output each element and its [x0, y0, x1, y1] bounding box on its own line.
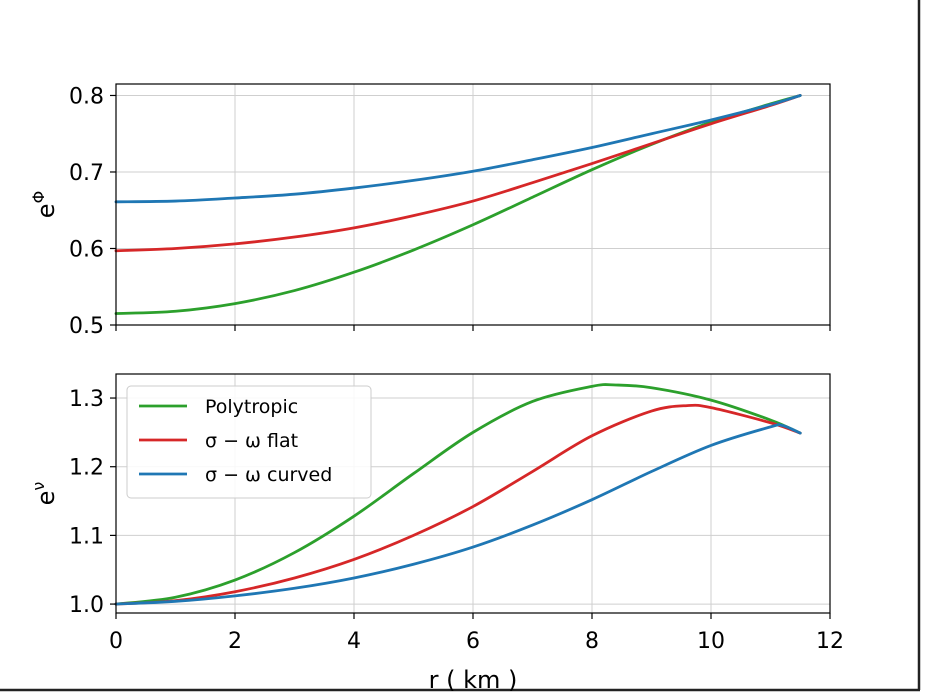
top-y-axis-label: eΦ [29, 191, 60, 218]
top-series-sigma-omega-flat [114, 94, 802, 253]
top-series-polytropic [114, 94, 802, 315]
bottom-panel-plot: 0 2 4 6 8 10 12 1.0 1.1 1.2 1.3 eν r ( km ) Polytropi… [29, 373, 844, 694]
y-axis-label-base: e [32, 491, 60, 506]
y-tick-label: 0.6 [69, 237, 104, 262]
bottom-series-sigma-omega-flat [114, 403, 802, 606]
y-tick-label: 1.0 [69, 593, 104, 618]
legend-box [126, 385, 372, 499]
y-axis-label-superscript: Φ [29, 191, 48, 204]
x-tick-label: 0 [109, 629, 123, 654]
x-tick-label: 12 [816, 629, 844, 654]
top-panel-plot: 0.5 0.6 0.7 0.8 eΦ [29, 83, 831, 339]
y-axis-label-superscript: ν [29, 482, 48, 491]
x-tick-label: 8 [585, 629, 599, 654]
y-tick-label: 1.3 [69, 387, 104, 412]
x-tick-label: 10 [697, 629, 725, 654]
x-axis-label: r ( km ) [429, 666, 518, 694]
y-tick-label: 0.5 [69, 314, 104, 339]
legend-entry-label: σ − ω curved [205, 464, 332, 486]
y-tick-label: 1.2 [69, 456, 104, 481]
x-tick-label: 6 [466, 629, 480, 654]
y-tick-label: 0.7 [69, 161, 104, 186]
y-tick-label: 1.1 [69, 524, 104, 549]
bottom-y-axis-label: eν [29, 482, 60, 506]
bottom-series-sigma-omega-curved [114, 423, 802, 606]
legend-entry-label: Polytropic [205, 396, 298, 418]
bottom-series-polytropic [114, 383, 802, 606]
x-tick-label: 4 [347, 629, 361, 654]
x-tick-label: 2 [228, 629, 242, 654]
legend-entry-label: σ − ω flat [205, 430, 298, 452]
top-series-sigma-omega-curved [114, 94, 802, 204]
y-axis-label-base: e [32, 203, 60, 218]
legend: Polytropic σ − ω flat σ − ω curved [126, 385, 372, 499]
y-tick-label: 0.8 [69, 84, 104, 109]
